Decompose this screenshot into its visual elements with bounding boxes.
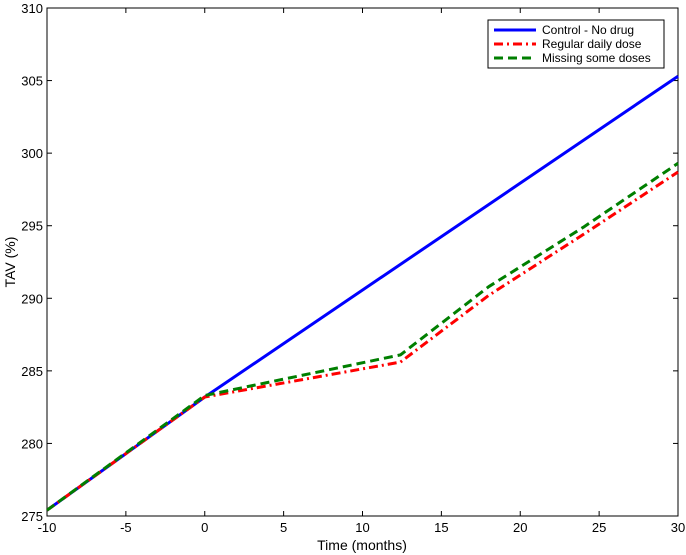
x-tick-label: 5 xyxy=(280,520,287,535)
y-tick-label: 275 xyxy=(21,509,43,524)
y-tick-label: 300 xyxy=(21,146,43,161)
x-tick-label: -10 xyxy=(38,520,57,535)
legend-entry-2: Missing some doses xyxy=(542,51,651,65)
y-tick-label: 310 xyxy=(21,1,43,16)
x-tick-label: 10 xyxy=(355,520,369,535)
y-axis: 275 280 285 290 295 300 305 310 xyxy=(21,1,678,524)
y-tick-label: 305 xyxy=(21,74,43,89)
y-tick-label: 295 xyxy=(21,219,43,234)
x-tick-label: 0 xyxy=(201,520,208,535)
x-tick-label: 15 xyxy=(434,520,448,535)
series-line-2 xyxy=(46,162,679,512)
legend-entry-1: Regular daily dose xyxy=(542,37,642,51)
x-axis-label: Time (months) xyxy=(317,537,407,553)
x-axis: -10 -5 0 5 10 15 20 25 30 xyxy=(38,8,685,535)
y-tick-label: 285 xyxy=(21,364,43,379)
x-tick-label: 30 xyxy=(671,520,685,535)
plot-area xyxy=(46,7,679,517)
x-tick-label: 20 xyxy=(513,520,527,535)
x-tick-label: 25 xyxy=(592,520,606,535)
y-axis-label: TAV (%) xyxy=(2,237,18,288)
x-tick-label: -5 xyxy=(120,520,132,535)
series-lines xyxy=(46,74,679,512)
series-line-1 xyxy=(46,170,679,512)
legend-entry-0: Control - No drug xyxy=(542,23,634,37)
y-tick-label: 280 xyxy=(21,436,43,451)
y-tick-label: 290 xyxy=(21,291,43,306)
